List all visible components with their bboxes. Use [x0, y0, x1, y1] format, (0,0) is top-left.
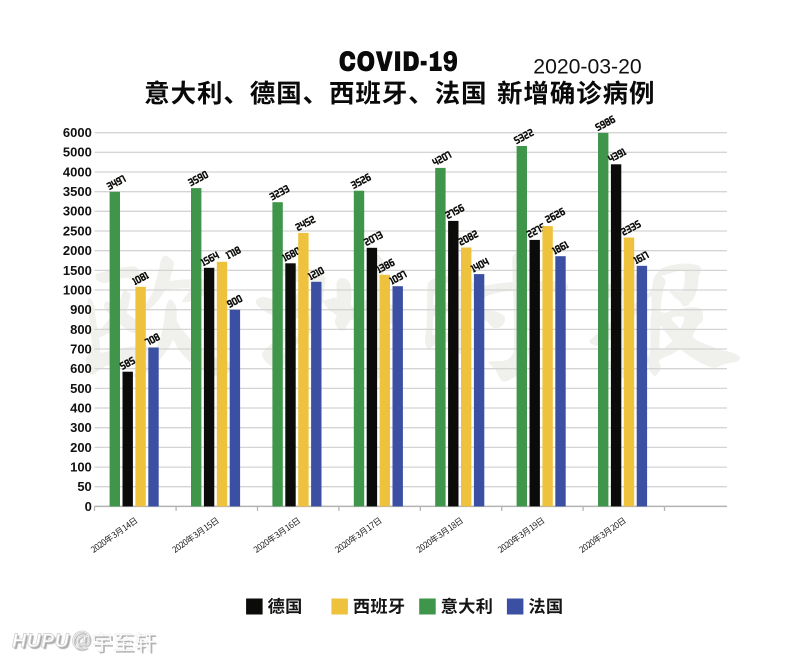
svg-text:200: 200	[70, 440, 92, 455]
svg-text:3500: 3500	[63, 184, 92, 199]
svg-text:600: 600	[70, 361, 92, 376]
svg-text:2500: 2500	[63, 223, 92, 238]
svg-text:1000: 1000	[63, 282, 92, 297]
svg-text:300: 300	[70, 420, 92, 435]
svg-text:3000: 3000	[63, 204, 92, 219]
svg-text:900: 900	[70, 302, 92, 317]
svg-text:2020-03-20: 2020-03-20	[533, 55, 641, 78]
svg-text:500: 500	[70, 381, 92, 396]
svg-text:800: 800	[70, 322, 92, 337]
svg-text:2000: 2000	[63, 243, 92, 258]
svg-text:700: 700	[70, 341, 92, 356]
svg-text:400: 400	[70, 400, 92, 415]
svg-text:50: 50	[77, 479, 91, 494]
svg-text:1500: 1500	[63, 263, 92, 278]
svg-text:4000: 4000	[63, 164, 92, 179]
svg-text:5000: 5000	[63, 145, 92, 160]
svg-text:0: 0	[85, 499, 92, 514]
svg-text:6000: 6000	[63, 125, 92, 140]
svg-text:100: 100	[70, 460, 92, 475]
